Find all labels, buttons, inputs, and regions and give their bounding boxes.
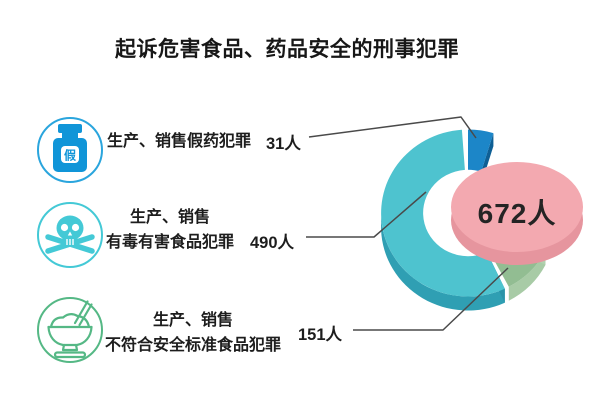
skull-teeth: [66, 239, 74, 245]
label-line-2: 不符合安全标准食品犯罪: [104, 337, 281, 354]
skull-face: [60, 223, 80, 236]
label-line-1: 生产、销售: [152, 312, 233, 329]
item-value-substandard-food: 151人: [298, 326, 343, 344]
wedge-substandard-food-rim: [508, 250, 546, 301]
label-line-1: 生产、销售: [129, 209, 210, 226]
item-label-toxic-food: 生产、销售 有毒有害食品犯罪: [82, 205, 258, 255]
item-value-toxic-food: 490人: [250, 234, 295, 252]
bottle-label-plate: [61, 146, 79, 163]
skull-crossbones-icon: [37, 202, 103, 268]
item-label-substandard-food: 生产、销售 不符合安全标准食品犯罪: [81, 308, 305, 358]
wedge-toxic-food-top: [381, 129, 505, 297]
leader-line-substandard-food: [353, 267, 509, 331]
bottle-label-text: 假: [64, 148, 77, 163]
center-total-label: 672人: [477, 198, 557, 229]
rice-bowl-icon: [37, 297, 103, 363]
chart-title: 起诉危害食品、药品安全的刑事犯罪: [115, 38, 459, 61]
item-label-fake-drugs: 生产、销售假药犯罪: [107, 133, 252, 150]
center-total-disc: [451, 162, 583, 265]
wedge-toxic-food: [381, 129, 505, 311]
medicine-bottle-icon: 假: [37, 117, 103, 183]
icon-ring: [37, 202, 103, 268]
center-total-disc-top: [451, 162, 583, 252]
leader-line-fake-drugs: [308, 116, 477, 139]
wedge-fake-drugs-top: [468, 129, 494, 172]
item-value-fake-drugs: 31人: [266, 135, 301, 153]
icon-ring: [37, 297, 103, 363]
wedge-toxic-food-rim: [381, 215, 505, 311]
icon-ring: [37, 117, 103, 183]
label-line-2: 有毒有害食品犯罪: [105, 234, 234, 251]
leader-line-toxic-food: [306, 191, 427, 238]
bowl-shape: [47, 300, 93, 359]
